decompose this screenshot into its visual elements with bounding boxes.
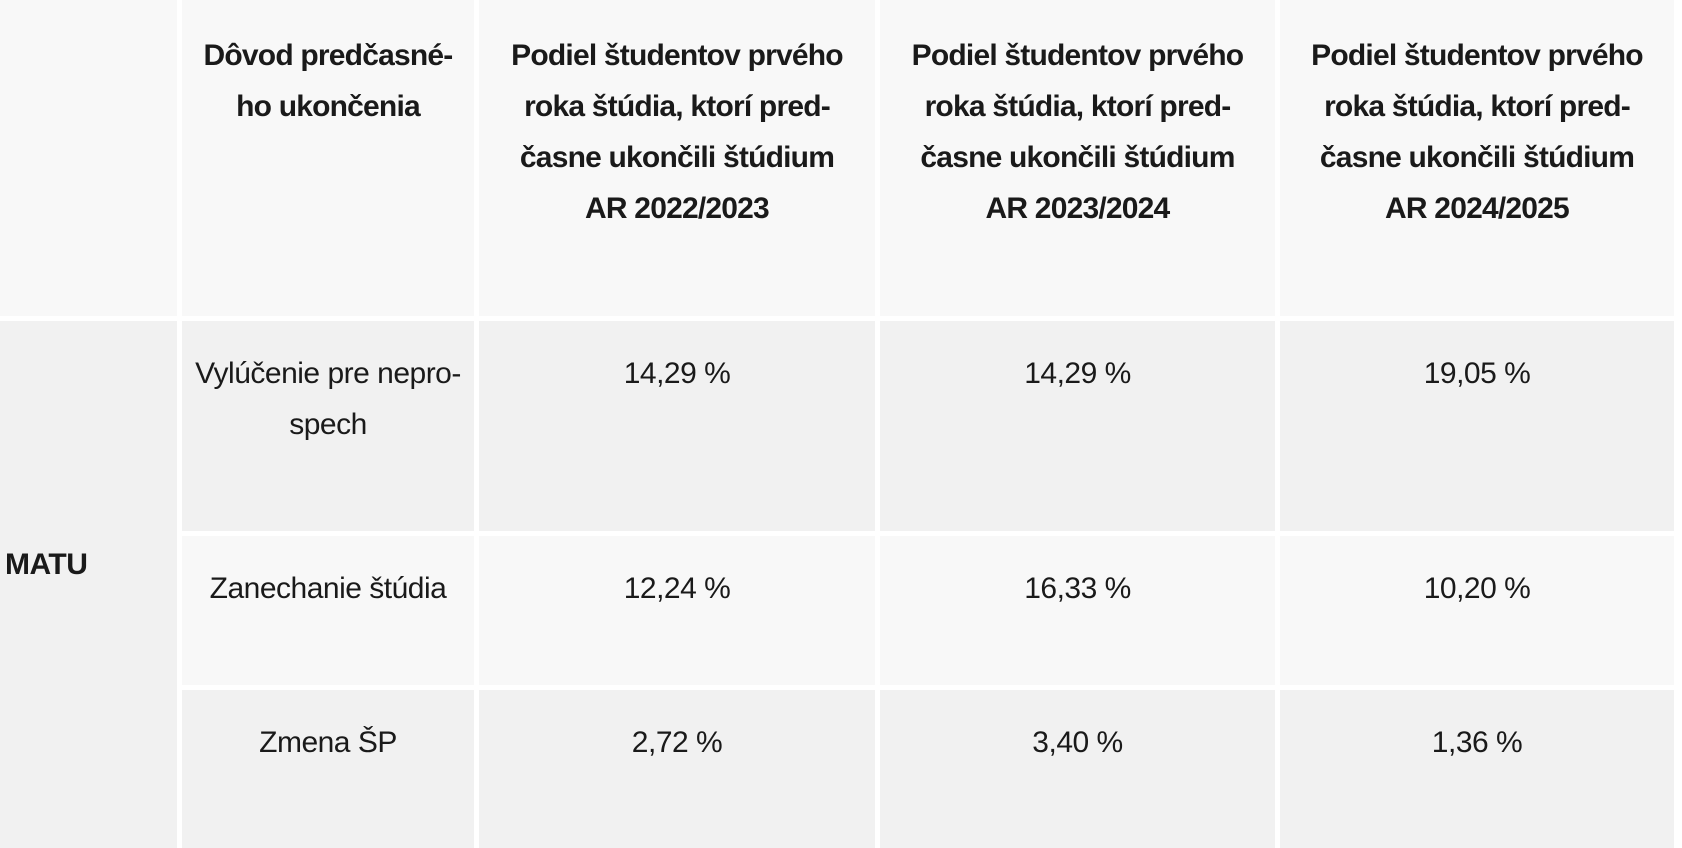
row-label-zmena-sp: Zmena ŠP <box>182 690 474 848</box>
value-cell-r3-ar2022: 2,72 % <box>479 690 875 848</box>
value-cell-r1-ar2022: 14,29 % <box>479 321 875 531</box>
row-label-zanechanie-studia: Zanechanie štúdia <box>182 536 474 685</box>
value-cell-r3-ar2023: 3,40 % <box>880 690 1275 848</box>
corner-cell <box>0 0 177 316</box>
value-cell-r2-ar2023: 16,33 % <box>880 536 1275 685</box>
row-group-label-matu: MATU <box>0 321 177 848</box>
header-cell-ar-2022-2023: Podiel študentov prvého roka štúdia, kto… <box>479 0 875 316</box>
value-cell-r3-ar2024: 1,36 % <box>1280 690 1674 848</box>
value-cell-r2-ar2024: 10,20 % <box>1280 536 1674 685</box>
value-cell-r1-ar2024: 19,05 % <box>1280 321 1674 531</box>
value-cell-r1-ar2023: 14,29 % <box>880 321 1275 531</box>
header-cell-reason: Dôvod predčasné- ho ukončenia <box>182 0 474 316</box>
row-label-vylucenie-pre-neprospech: Vylúčenie pre nepro- spech <box>182 321 474 531</box>
value-cell-r2-ar2022: 12,24 % <box>479 536 875 685</box>
header-cell-ar-2023-2024: Podiel študentov prvého roka štúdia, kto… <box>880 0 1275 316</box>
header-cell-ar-2024-2025: Podiel študentov prvého roka štúdia, kto… <box>1280 0 1674 316</box>
